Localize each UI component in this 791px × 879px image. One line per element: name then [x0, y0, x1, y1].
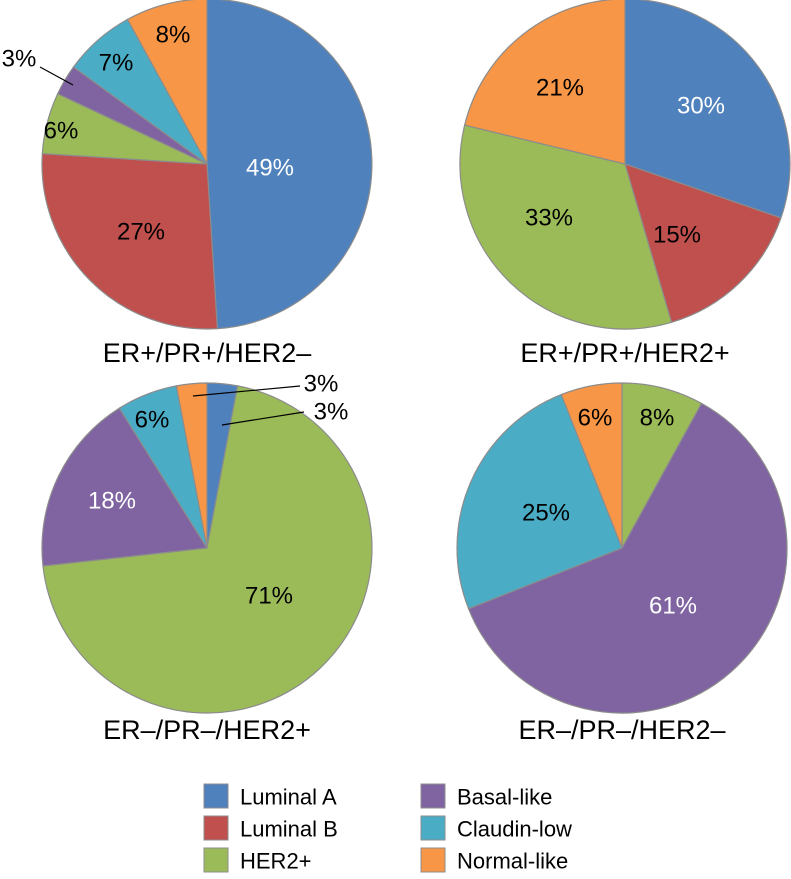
slice-label-luminal-a: 3%: [314, 399, 349, 426]
pie-title: ER+/PR+/HER2–: [103, 338, 312, 368]
legend-swatch: [420, 783, 446, 809]
slice-label-basal-neglike: 3%: [2, 46, 37, 73]
pie-er-negpos-pr-negpos-her2-neg: 49% 27% 6% 3% 7% 8% ER+/PR+/HER2–: [2, 0, 373, 368]
leader-line-basal-neglike: [39, 66, 74, 86]
pie-title: ER–/PR–/HER2+: [103, 715, 311, 745]
slice-basal-neglike: [467, 402, 788, 714]
slice-luminal-b: [41, 153, 218, 330]
slice-luminal-a: [624, 0, 791, 219]
legend-item-basal-neglike: Basal-like: [420, 783, 552, 810]
legend-swatch: [420, 815, 446, 841]
pie-er-negpos-pr-negpos-her2-negpos: 30% 15% 33% 21% ER+/PR+/HER2+: [459, 0, 791, 368]
slice-normal-neglike: [560, 382, 623, 549]
slice-label-basal-neglike: 61%: [649, 593, 697, 620]
legend-item-claudin-neglow: Claudin-low: [420, 815, 572, 842]
slice-luminal-a: [206, 0, 373, 330]
slice-label-luminal-a: 49%: [246, 155, 294, 182]
legend-label: Normal-like: [457, 849, 568, 874]
slice-label-her2-negpos: 33%: [525, 205, 573, 232]
slice-luminal-b: [624, 163, 782, 324]
slice-basal-neglike: [41, 407, 209, 567]
pie-title: ER+/PR+/HER2+: [520, 338, 729, 368]
legend-item-her2-negpos: HER2+: [203, 847, 312, 874]
slice-her2-negpos: [459, 124, 673, 330]
slice-label-normal-neglike: 21%: [536, 75, 584, 102]
pie-er-neg-pr-neg-her2-negpos: 3% 71% 18% 6% 3% ER–/PR–/HER2+: [41, 371, 373, 745]
slice-label-her2-negpos: 6%: [44, 118, 79, 145]
pie-title: ER–/PR–/HER2–: [518, 715, 725, 745]
slice-label-claudin-neglow: 6%: [135, 407, 170, 434]
slice-label-luminal-a: 30%: [677, 93, 725, 120]
legend-swatch: [203, 783, 229, 809]
leader-line-luminal-a: [221, 411, 305, 426]
legend-label: Claudin-low: [457, 817, 572, 842]
slice-label-her2-negpos: 71%: [245, 583, 293, 610]
slice-normal-neglike: [463, 0, 626, 165]
leader-line-normal-neglike: [192, 385, 301, 397]
slice-normal-neglike: [175, 382, 208, 549]
slice-label-luminal-b: 27%: [117, 219, 165, 246]
legend: Luminal A Luminal B HER2+ Basal-like Claudin…: [203, 783, 572, 874]
legend-swatch: [420, 847, 446, 873]
slice-claudin-neglow: [456, 393, 623, 610]
legend-item-luminal-b: Luminal B: [203, 815, 338, 842]
legend-item-normal-neglike: Normal-like: [420, 847, 568, 874]
legend-label: HER2+: [240, 849, 312, 874]
legend-label: Luminal B: [240, 817, 338, 842]
slice-label-her2-negpos: 8%: [640, 405, 675, 432]
legend-label: Basal-like: [457, 785, 552, 810]
pie-er-neg-pr-neg-her2-neg: 8% 61% 25% 6% ER–/PR–/HER2–: [456, 382, 788, 745]
slice-label-claudin-neglow: 7%: [99, 50, 134, 77]
slice-her2-negpos: [42, 385, 373, 714]
slice-label-basal-neglike: 18%: [88, 488, 136, 515]
slice-label-claudin-neglow: 25%: [522, 500, 570, 527]
slice-label-luminal-b: 15%: [653, 222, 701, 249]
legend-swatch: [203, 847, 229, 873]
legend-label: Luminal A: [240, 785, 337, 810]
slice-label-normal-neglike: 8%: [156, 22, 191, 49]
legend-item-luminal-a: Luminal A: [203, 783, 337, 810]
slice-normal-neglike: [126, 0, 208, 165]
legend-swatch: [203, 815, 229, 841]
slice-label-normal-neglike: 6%: [578, 405, 613, 432]
slice-label-normal-neglike: 3%: [304, 371, 339, 398]
